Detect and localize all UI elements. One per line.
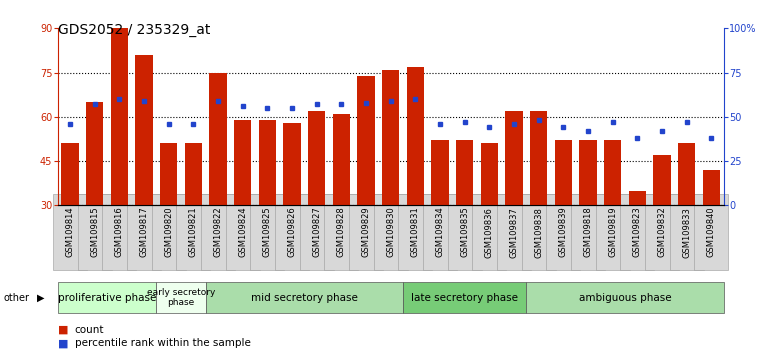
- Bar: [259, 120, 276, 205]
- Bar: [654, 155, 671, 205]
- Bar: [407, 67, 424, 205]
- Text: percentile rank within the sample: percentile rank within the sample: [75, 338, 250, 348]
- Text: ambiguous phase: ambiguous phase: [579, 293, 671, 303]
- Bar: [160, 143, 177, 205]
- Bar: [333, 114, 350, 205]
- Text: ■: ■: [58, 338, 69, 348]
- Text: GDS2052 / 235329_at: GDS2052 / 235329_at: [58, 23, 210, 37]
- Bar: [111, 28, 128, 205]
- Bar: [580, 141, 597, 205]
- Text: ▶: ▶: [37, 293, 45, 303]
- Text: late secretory phase: late secretory phase: [411, 293, 518, 303]
- Text: ■: ■: [58, 325, 69, 335]
- Text: early secretory
phase: early secretory phase: [147, 288, 216, 307]
- Bar: [480, 143, 498, 205]
- Bar: [382, 70, 400, 205]
- Text: count: count: [75, 325, 104, 335]
- Bar: [703, 170, 720, 205]
- Bar: [531, 111, 547, 205]
- Bar: [185, 143, 202, 205]
- Bar: [283, 123, 301, 205]
- Bar: [86, 102, 103, 205]
- Bar: [505, 111, 523, 205]
- Bar: [209, 73, 226, 205]
- Bar: [308, 111, 326, 205]
- Bar: [234, 120, 251, 205]
- Bar: [62, 143, 79, 205]
- Bar: [629, 190, 646, 205]
- Bar: [431, 141, 449, 205]
- Text: other: other: [4, 293, 30, 303]
- Bar: [604, 141, 621, 205]
- Bar: [357, 75, 375, 205]
- Bar: [555, 141, 572, 205]
- Text: mid secretory phase: mid secretory phase: [251, 293, 358, 303]
- Text: proliferative phase: proliferative phase: [58, 293, 156, 303]
- Bar: [136, 55, 152, 205]
- Bar: [456, 141, 474, 205]
- Bar: [678, 143, 695, 205]
